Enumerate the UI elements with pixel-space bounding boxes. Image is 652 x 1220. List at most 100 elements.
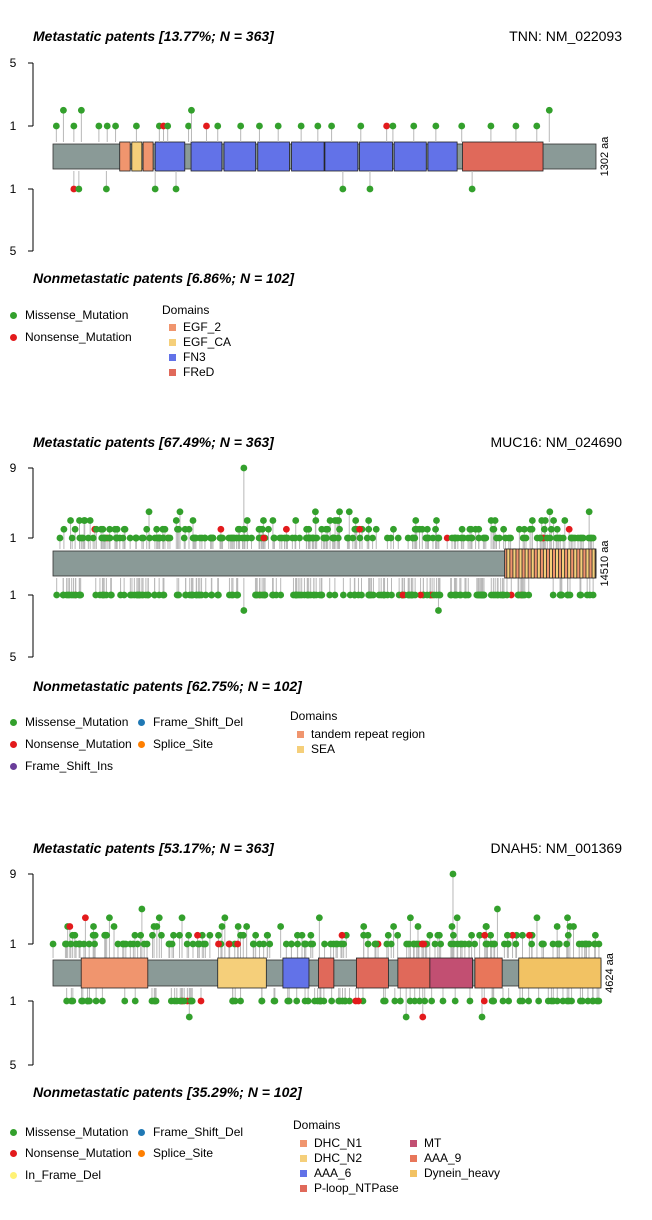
mutation-point-top	[91, 940, 99, 948]
mutation-point-top	[363, 534, 371, 542]
mutation-point-top	[447, 940, 455, 948]
mutation-point-top	[183, 940, 191, 948]
mutation-point-top	[66, 923, 74, 930]
mutation-point-top	[234, 940, 242, 948]
mutation-point-bottom	[237, 997, 244, 1005]
legend-label: Missense_Mutation	[25, 715, 129, 729]
mutation-point-bottom	[197, 997, 205, 1005]
mutation-point-top	[338, 931, 346, 939]
mutation-point-bottom	[269, 591, 276, 599]
mutation-point-bottom	[423, 591, 431, 599]
tandem-repeat-swatch-icon	[297, 730, 304, 738]
legend-item-nonsense: Nonsense_Mutation	[10, 1146, 132, 1160]
mutation-point-top	[465, 940, 473, 948]
mutation-point-bottom	[53, 591, 61, 599]
mutation-point-top	[431, 940, 439, 948]
domain-p-loop-ntpase	[355, 957, 389, 989]
mutation-point-bottom	[417, 591, 424, 599]
mutation-point-bottom	[233, 591, 241, 599]
mutation-point-bottom	[292, 591, 300, 599]
mutation-point-top	[545, 106, 553, 114]
nonmetastatic-title: Nonmetastatic patents [6.86%; N = 102]	[33, 270, 295, 286]
mutation-point-top	[99, 525, 107, 533]
mutation-point-top	[217, 534, 224, 542]
mutation-point-top	[512, 940, 520, 948]
mutation-point-top	[314, 122, 322, 130]
egfca-swatch-icon	[169, 338, 176, 346]
domain-sea	[573, 548, 578, 579]
panel-tnn: Metastatic patents [13.77%; N = 363] TNN…	[0, 0, 652, 400]
mutation-point-top	[357, 122, 365, 130]
mutation-point-top	[453, 914, 461, 922]
mutation-point-top	[214, 122, 222, 130]
mutation-point-top	[208, 534, 216, 542]
mutation-point-top	[458, 525, 466, 533]
mutation-point-top	[157, 931, 165, 939]
mutation-point-top	[90, 923, 97, 930]
domain-fn3	[190, 141, 223, 172]
legend-label: Missense_Mutation	[25, 308, 129, 322]
legend-label: Nonsense_Mutation	[25, 1146, 132, 1160]
domain-sea	[585, 548, 590, 579]
legend-item-ploop: P-loop_NTPase	[300, 1181, 399, 1195]
mutation-point-top	[383, 534, 391, 542]
mutation-point-top	[301, 940, 309, 948]
mutation-point-top	[489, 525, 497, 533]
mutation-point-top	[410, 122, 418, 130]
mutation-point-top	[131, 931, 139, 939]
mutation-point-bottom	[595, 997, 603, 1005]
mutation-point-bottom	[66, 591, 73, 599]
mutation-point-bottom	[404, 591, 412, 599]
mutation-point-top	[520, 525, 528, 533]
y-tick-label: 9	[10, 461, 17, 475]
mutation-point-top	[360, 923, 368, 930]
mutation-point-top	[265, 525, 272, 533]
mutation-point-top	[153, 525, 161, 533]
aaa9-swatch-icon	[410, 1154, 417, 1162]
mutation-point-top	[394, 931, 402, 939]
mutation-point-top	[140, 940, 148, 948]
domain-sea	[530, 548, 535, 579]
mutation-point-top	[332, 940, 340, 948]
mutation-point-top	[406, 914, 414, 922]
mutation-point-bottom	[402, 1013, 410, 1021]
mutation-point-top	[405, 940, 413, 948]
mutation-point-bottom	[240, 607, 248, 614]
mutation-point-top	[318, 525, 326, 533]
mutation-point-top	[137, 931, 145, 939]
mutation-point-top	[449, 931, 457, 939]
domain-sea	[561, 548, 566, 579]
mutation-point-top	[515, 525, 523, 533]
domain-sea	[524, 548, 529, 579]
nonsense-dot-icon	[10, 333, 17, 341]
mutation-point-top	[494, 905, 501, 913]
mutation-point-top	[411, 525, 419, 533]
legend-item-splice-site: Splice_Site	[138, 737, 213, 751]
legend-label: tandem repeat region	[311, 727, 426, 741]
mutation-point-bottom	[566, 591, 574, 599]
mutation-point-top	[471, 940, 479, 948]
mutation-point-top	[122, 940, 130, 948]
mutation-point-top	[185, 122, 192, 130]
mutation-point-top	[429, 534, 437, 542]
mutation-point-top	[437, 940, 445, 948]
mutation-point-bottom	[439, 997, 447, 1005]
mutation-point-top	[312, 508, 319, 516]
mutation-point-top	[110, 923, 118, 930]
mutation-point-bottom	[480, 997, 488, 1005]
mutation-point-top	[383, 940, 391, 948]
mutation-point-top	[369, 534, 376, 542]
mutation-point-top	[522, 534, 530, 542]
mutation-point-bottom	[499, 591, 507, 599]
mutation-point-top	[321, 940, 328, 948]
mutation-point-bottom	[478, 1013, 486, 1021]
mutation-point-top	[454, 940, 462, 948]
mutation-point-bottom	[151, 997, 159, 1005]
panel-muc16: Metastatic patents [67.49%; N = 363] MUC…	[0, 400, 652, 800]
mutation-point-top	[383, 122, 391, 130]
mutation-point-top	[394, 534, 402, 542]
mutation-point-top	[156, 534, 164, 542]
mutation-point-top	[328, 122, 335, 130]
mutation-point-top	[217, 525, 225, 533]
domain-fn3	[291, 141, 325, 172]
